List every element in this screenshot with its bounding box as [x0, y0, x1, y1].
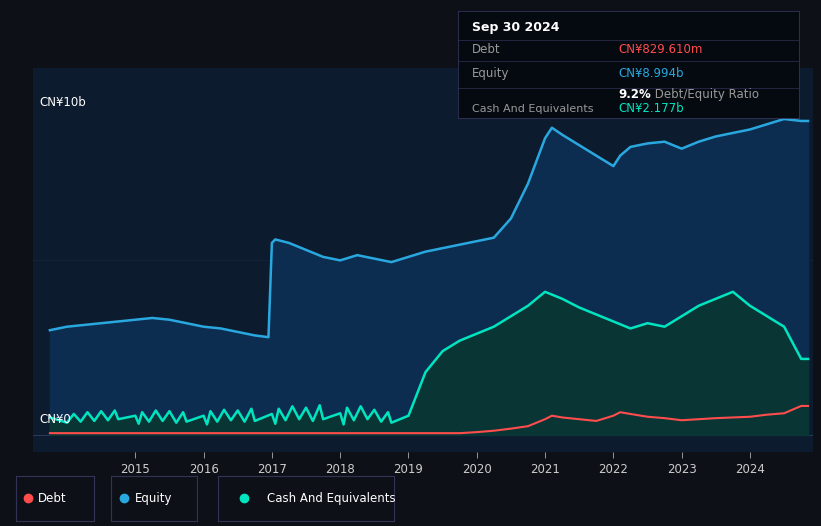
- Text: Cash And Equivalents: Cash And Equivalents: [472, 104, 594, 114]
- Text: Equity: Equity: [472, 67, 509, 80]
- Text: CN¥8.994b: CN¥8.994b: [618, 67, 684, 80]
- Text: CN¥2.177b: CN¥2.177b: [618, 102, 684, 115]
- Text: CN¥829.610m: CN¥829.610m: [618, 43, 703, 56]
- Text: Debt/Equity Ratio: Debt/Equity Ratio: [650, 88, 759, 101]
- Text: Equity: Equity: [135, 492, 172, 505]
- Text: Sep 30 2024: Sep 30 2024: [472, 21, 559, 34]
- Text: Cash And Equivalents: Cash And Equivalents: [267, 492, 396, 505]
- Text: Debt: Debt: [39, 492, 67, 505]
- Text: Debt: Debt: [472, 43, 500, 56]
- Text: CN¥10b: CN¥10b: [39, 96, 86, 109]
- Text: 9.2%: 9.2%: [618, 88, 651, 101]
- Text: CN¥0: CN¥0: [39, 413, 71, 426]
